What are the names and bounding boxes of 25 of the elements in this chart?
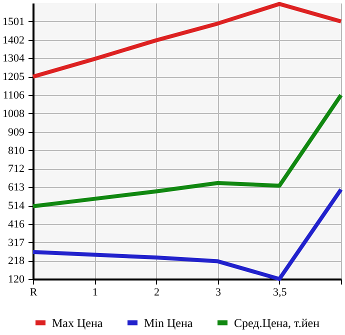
x-tick-label: 3 xyxy=(216,286,222,298)
y-tick-label: 416 xyxy=(8,218,25,230)
y-tick-label: 1205 xyxy=(2,71,25,84)
y-tick-label: 317 xyxy=(8,236,25,249)
y-tick-label: 1008 xyxy=(2,108,25,120)
y-tick-label: 712 xyxy=(8,163,24,176)
x-tick-label: R xyxy=(30,286,38,298)
y-tick-label: 120 xyxy=(8,274,25,286)
line-series xyxy=(31,93,343,208)
y-tick-label: 514 xyxy=(8,200,25,212)
y-tick-label: 218 xyxy=(8,255,25,268)
y-tick-label: 1106 xyxy=(2,90,25,102)
y-tick-label: 613 xyxy=(8,182,25,194)
x-tick-label: 3,5 xyxy=(273,286,288,298)
y-tick-label: 1402 xyxy=(2,34,24,46)
y-tick-label: 1501 xyxy=(2,16,24,28)
legend-label: Сред.Цена, т.йен xyxy=(234,316,320,330)
y-tick-label: 1304 xyxy=(2,52,25,65)
x-tick-label: 1 xyxy=(92,286,98,298)
line-series xyxy=(31,2,343,79)
legend-label: Max Цена xyxy=(52,316,104,330)
legend-label: Min Цена xyxy=(144,316,194,330)
y-tick-label: 909 xyxy=(8,126,25,138)
x-tick-label: 2 xyxy=(154,286,160,298)
y-tick-label: 810 xyxy=(8,144,25,157)
